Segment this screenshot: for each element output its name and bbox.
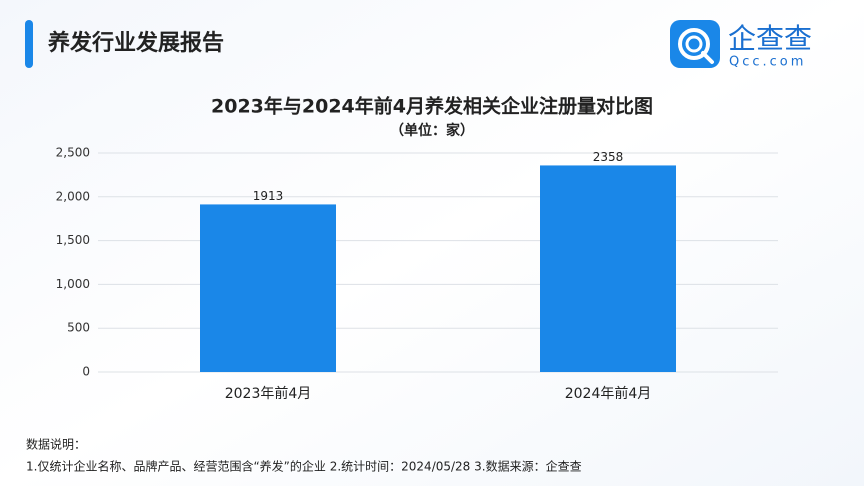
logo-name: 企查查 <box>728 22 812 55</box>
y-tick-label: 500 <box>67 321 90 335</box>
y-tick-label: 1,000 <box>56 277 90 291</box>
y-tick-label: 2,000 <box>56 189 90 203</box>
data-label: 2358 <box>593 150 624 164</box>
chart-subtitle: （单位：家） <box>390 122 474 139</box>
y-tick-label: 0 <box>82 365 90 379</box>
bar <box>540 165 676 372</box>
footnote-text: 1.仅统计企业名称、品牌产品、经营范围含“养发”的企业 2.统计时间：2024/… <box>26 459 582 474</box>
header-title: 养发行业发展报告 <box>47 30 224 56</box>
logo-site: Qcc.com <box>729 55 806 70</box>
chart-title: 2023年与2024年前4月养发相关企业注册量对比图 <box>211 95 653 118</box>
bar <box>200 204 336 372</box>
y-tick-label: 1,500 <box>56 233 90 247</box>
y-tick-label: 2,500 <box>56 146 90 160</box>
footnote-heading: 数据说明： <box>26 437 86 452</box>
data-label: 1913 <box>253 189 284 203</box>
logo: 企查查 Qcc.com <box>670 20 812 70</box>
x-tick-label: 2024年前4月 <box>565 385 652 402</box>
logo-tail <box>701 51 714 64</box>
logo-ring-inner <box>685 35 703 53</box>
x-tick-label: 2023年前4月 <box>225 385 312 402</box>
title-accent <box>25 20 33 68</box>
logo-ring <box>678 28 710 60</box>
